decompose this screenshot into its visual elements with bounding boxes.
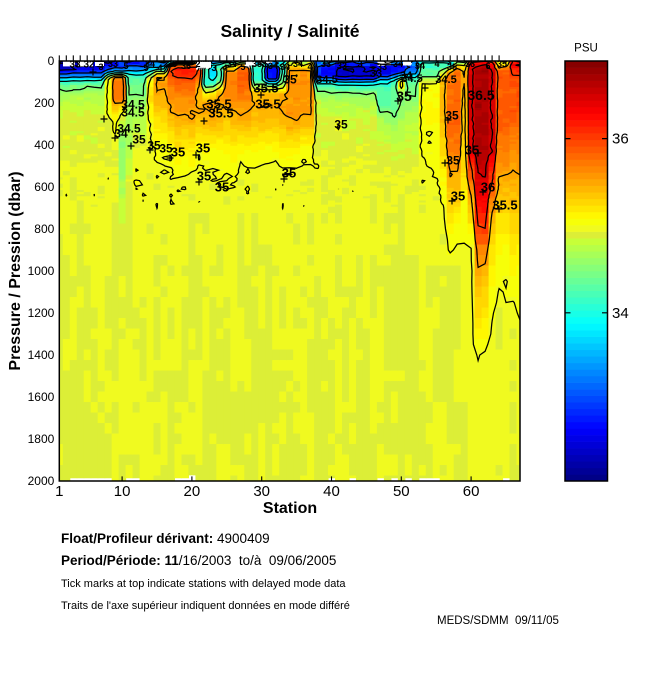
svg-text:0: 0 [48,54,55,68]
svg-text:3: 3 [261,59,266,69]
svg-text:35: 35 [197,169,211,184]
svg-text:4: 4 [434,59,439,69]
svg-text:35: 35 [252,59,262,69]
svg-text:4: 4 [222,63,227,73]
svg-text:3: 3 [98,62,103,72]
svg-text:34: 34 [145,59,155,69]
svg-text:35: 35 [283,72,297,86]
svg-text:34.5: 34.5 [435,74,456,86]
svg-text:Period/Période: 11/16/2003 to: Period/Période: 11/16/2003 to/à 09/06/20… [61,553,336,568]
svg-text:35.5: 35.5 [492,198,517,213]
svg-text:Float/Profileur dérivant: 4900: Float/Profileur dérivant: 4900409 [61,531,270,546]
svg-text:33: 33 [370,68,382,80]
svg-text:1000: 1000 [28,264,55,278]
svg-text:4: 4 [307,62,312,72]
svg-text:34.5: 34.5 [117,121,141,135]
svg-text:35: 35 [446,153,460,167]
svg-text:33: 33 [108,59,118,69]
svg-text:1800: 1800 [28,432,55,446]
svg-text:33: 33 [337,61,347,71]
svg-text:35: 35 [451,189,465,204]
svg-text:34: 34 [393,59,403,69]
svg-text:35: 35 [132,132,146,146]
svg-text:3: 3 [357,59,362,69]
svg-text:36: 36 [465,59,475,69]
svg-text:36: 36 [181,61,191,71]
svg-text:30: 30 [253,483,270,500]
svg-text:34.5: 34.5 [316,74,337,86]
svg-text:Traits de l'axe supérieur indi: Traits de l'axe supérieur indiquent donn… [61,600,350,612]
svg-text:34: 34 [227,59,237,69]
svg-text:34: 34 [293,59,303,69]
svg-text:34.5: 34.5 [121,105,145,119]
svg-text:36.5: 36.5 [467,87,494,103]
svg-text:35: 35 [334,117,348,131]
svg-text:34: 34 [280,62,290,72]
svg-text:Salinity / Salinité: Salinity / Salinité [220,21,359,41]
svg-text:Pressure / Pression (dbar): Pressure / Pression (dbar) [7,171,24,370]
svg-text:1600: 1600 [28,390,55,404]
svg-text:34.5: 34.5 [121,97,145,111]
svg-text:35.5: 35.5 [255,97,280,112]
svg-text:34: 34 [268,61,278,71]
svg-text:34: 34 [612,305,629,322]
svg-text:34.5: 34.5 [401,73,422,85]
svg-text:35: 35 [497,59,507,69]
svg-text:35: 35 [215,180,229,195]
svg-text:35: 35 [282,166,296,181]
svg-text:35: 35 [167,59,177,69]
svg-text:Station: Station [263,500,317,517]
svg-text:MEDS/SDMM 09/11/05: MEDS/SDMM 09/11/05 [437,615,559,627]
svg-text:35: 35 [465,143,479,158]
svg-text:33: 33 [321,59,331,69]
svg-text:34: 34 [400,70,413,82]
svg-text:35: 35 [147,138,161,152]
svg-text:1400: 1400 [28,348,55,362]
svg-text:400: 400 [34,138,54,152]
svg-text:36: 36 [481,180,495,195]
svg-text:40: 40 [323,483,340,500]
svg-text:600: 600 [34,180,54,194]
svg-text:5: 5 [240,62,245,72]
svg-text:50: 50 [393,483,410,500]
svg-text:4: 4 [157,63,162,73]
svg-text:60: 60 [463,483,480,500]
svg-text:5: 5 [143,63,148,73]
svg-text:35.5: 35.5 [206,97,231,112]
svg-text:35: 35 [447,62,457,72]
svg-text:33: 33 [69,60,81,71]
svg-text:800: 800 [34,222,54,236]
svg-text:35: 35 [171,145,185,160]
svg-text:200: 200 [34,96,54,110]
svg-text:2000: 2000 [28,474,55,488]
svg-text:1: 1 [55,483,63,500]
svg-text:35: 35 [445,108,459,122]
svg-text:35: 35 [396,88,412,104]
svg-text:1200: 1200 [28,306,55,320]
svg-text:34: 34 [415,61,425,71]
svg-text:34: 34 [114,126,128,140]
svg-text:35: 35 [159,141,173,155]
svg-text:36: 36 [612,131,629,148]
svg-text:Tick marks at top indicate sta: Tick marks at top indicate stations with… [61,578,346,590]
svg-text:10: 10 [114,483,131,500]
svg-text:35.5: 35.5 [208,106,233,121]
svg-text:2: 2 [195,59,200,69]
svg-text:35.5: 35.5 [253,81,278,96]
svg-text:3: 3 [211,63,216,73]
svg-text:6: 6 [485,61,490,71]
svg-text:35: 35 [196,141,210,156]
svg-text:33: 33 [377,62,387,72]
svg-text:20: 20 [184,483,201,500]
svg-text:32: 32 [83,60,95,71]
svg-text:5: 5 [123,61,128,71]
svg-text:PSU: PSU [574,43,598,55]
